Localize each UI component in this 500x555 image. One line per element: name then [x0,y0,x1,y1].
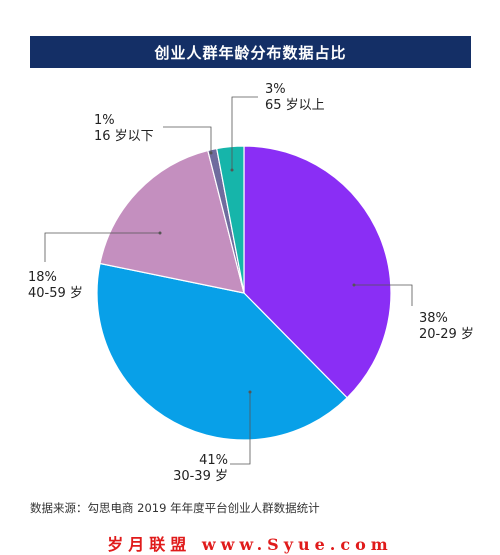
pie-slice-2 [99,149,245,294]
leader-dot-3 [209,151,213,155]
leader-line-4 [231,96,258,170]
leader-line-3 [163,126,212,153]
slice-value-label-3: 1% [94,113,115,128]
slice-category-label-1: 30-39 岁 [173,469,228,484]
slice-value-label-0: 38% [419,311,448,326]
leader-line-2 [44,232,160,262]
pie-slice-1 [96,262,348,441]
leader-line-0 [354,284,413,306]
leader-dot-2 [158,231,162,235]
slice-value-label-1: 41% [199,453,228,468]
slice-category-label-4: 65 岁以上 [265,98,325,113]
pie-slice-4 [216,145,245,294]
slice-value-label-2: 18% [28,270,57,285]
slice-category-label-0: 20-29 岁 [419,327,474,342]
leader-dot-4 [230,168,234,172]
leader-dot-0 [352,283,356,287]
pie-slice-0 [243,145,392,399]
data-source-note: 数据来源：勾思电商 2019 年年度平台创业人群数据统计 [30,501,320,515]
slice-category-label-2: 40-59 岁 [28,286,83,301]
watermark-text: 岁月联盟 www.Syue.com [107,535,393,554]
slice-value-label-4: 3% [265,82,286,97]
chart-title: 创业人群年龄分布数据占比 [30,36,471,68]
leader-dot-1 [248,390,252,394]
slice-category-label-3: 16 岁以下 [94,129,154,144]
leader-line-1 [230,392,251,465]
